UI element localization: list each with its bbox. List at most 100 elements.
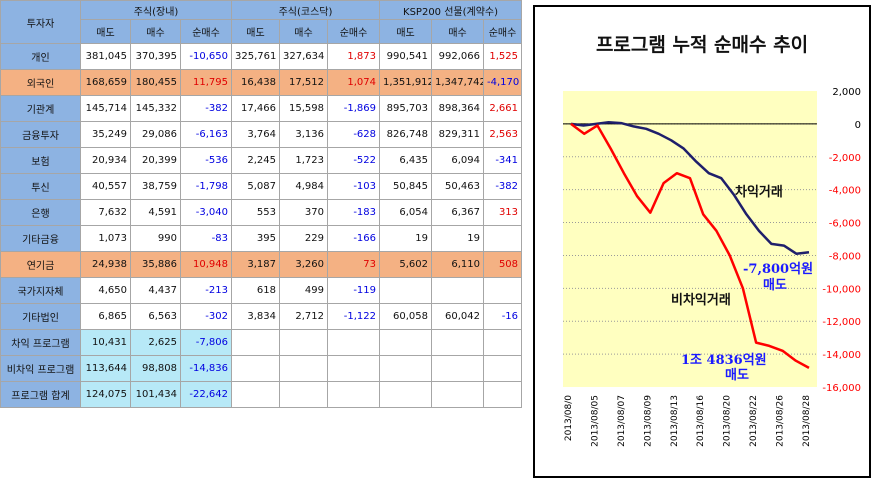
table-cell <box>279 355 328 382</box>
investor-column-header: 투자자 <box>0 0 81 44</box>
y-tick-label: -16,000 <box>822 383 861 394</box>
subheader-cell: 순매수 <box>180 19 232 44</box>
table-cell: -302 <box>180 303 232 330</box>
table-cell <box>379 355 433 382</box>
table-cell: 20,934 <box>80 147 131 174</box>
row-label: 연기금 <box>0 251 81 278</box>
table-cell: -10,650 <box>180 43 232 70</box>
row-label: 프로그램 합계 <box>0 381 81 408</box>
table-cell: 60,058 <box>379 303 433 330</box>
table-cell: 3,834 <box>231 303 280 330</box>
table-cell: -382 <box>180 95 232 122</box>
table-cell <box>431 277 485 304</box>
table-row: 개인 381,045 370,395 -10,650 325,761 327,634 1,8… <box>0 43 523 70</box>
table-cell <box>379 277 433 304</box>
annotation-arbitrage-sell: 매도 <box>763 278 787 293</box>
y-tick-label: 0 <box>855 120 861 131</box>
table-cell: 50,463 <box>431 173 485 200</box>
table-cell: 19 <box>431 225 485 252</box>
investor-table-panel: 투자자 주식(장내) 주식(코스닥) KSP200 선물(계약수) 매도 매수 순매… <box>0 0 523 408</box>
table-cell <box>483 277 523 304</box>
series-line-0 <box>570 120 810 256</box>
table-cell: 6,367 <box>431 199 485 226</box>
subheader-cell: 매수 <box>279 19 328 44</box>
table-cell: -1,869 <box>326 95 381 122</box>
table-cell: -4,170 <box>483 69 523 96</box>
table-cell: 15,598 <box>279 95 328 122</box>
table-cell <box>231 355 280 382</box>
subheader-cell: 순매수 <box>483 19 523 44</box>
table-cell <box>431 329 485 356</box>
table-row: 국가지자체 4,650 4,437 -213 618 499 -119 <box>0 277 523 304</box>
subheader-cell: 매도 <box>80 19 131 44</box>
table-cell: 6,563 <box>130 303 181 330</box>
table-cell: 50,845 <box>379 173 433 200</box>
table-cell: 7,632 <box>80 199 131 226</box>
table-cell: 40,557 <box>80 173 131 200</box>
chart-panel: 프로그램 누적 순매수 추이 2,000 0 -2,000 -4,000 -6,000 -… <box>533 5 871 478</box>
table-cell: 19 <box>379 225 433 252</box>
table-cell <box>483 225 523 252</box>
investor-trading-table: 투자자 주식(장내) 주식(코스닥) KSP200 선물(계약수) 매도 매수 순매… <box>0 0 523 408</box>
row-label: 기관계 <box>0 95 81 122</box>
table-cell: 17,512 <box>279 69 328 96</box>
table-cell: 5,087 <box>231 173 280 200</box>
table-cell: 29,086 <box>130 121 181 148</box>
table-cell <box>379 381 433 408</box>
y-tick-label: -6,000 <box>829 219 861 230</box>
series-label-nonarbitrage: 비차익거래 <box>671 292 731 308</box>
table-cell: 180,455 <box>130 69 181 96</box>
table-cell: 4,984 <box>279 173 328 200</box>
table-cell: 35,249 <box>80 121 131 148</box>
table-cell: 2,661 <box>483 95 523 122</box>
table-cell: 2,563 <box>483 121 523 148</box>
table-cell: 2,712 <box>279 303 328 330</box>
row-label: 외국인 <box>0 69 81 96</box>
table-cell: 1,074 <box>326 69 381 96</box>
table-cell: 826,748 <box>379 121 433 148</box>
table-cell: -522 <box>326 147 381 174</box>
table-cell: -22,642 <box>180 381 232 408</box>
table-cell: 168,659 <box>80 69 131 96</box>
x-tick-label: 2013/08/05 <box>590 395 600 447</box>
table-cell: 3,187 <box>231 251 280 278</box>
subheader-cell: 매수 <box>130 19 181 44</box>
table-cell: 508 <box>483 251 523 278</box>
table-cell: 6,054 <box>379 199 433 226</box>
table-row: 기타법인 6,865 6,563 -302 3,834 2,712 -1,122 60,058… <box>0 303 523 330</box>
row-label: 국가지자체 <box>0 277 81 304</box>
table-cell: -382 <box>483 173 523 200</box>
table-cell: 6,435 <box>379 147 433 174</box>
table-cell <box>379 329 433 356</box>
table-cell: 6,110 <box>431 251 485 278</box>
y-tick-label: -4,000 <box>829 186 861 197</box>
row-label: 비차익 프로그램 <box>0 355 81 382</box>
table-cell: 101,434 <box>130 381 181 408</box>
table-cell: 16,438 <box>231 69 280 96</box>
table-cell: 395 <box>231 225 280 252</box>
table-row: 금융투자 35,249 29,086 -6,163 3,764 3,136 -628 826,… <box>0 121 523 148</box>
y-tick-label: -10,000 <box>822 284 861 295</box>
table-cell: 11,795 <box>180 69 232 96</box>
row-label: 은행 <box>0 199 81 226</box>
row-label: 보험 <box>0 147 81 174</box>
table-cell: 1,351,912 <box>379 69 433 96</box>
table-cell: 3,764 <box>231 121 280 148</box>
table-cell: 553 <box>231 199 280 226</box>
table-cell: 325,761 <box>231 43 280 70</box>
x-tick-label: 2013/08/13 <box>670 395 680 447</box>
table-cell: 370 <box>279 199 328 226</box>
table-cell: 113,644 <box>80 355 131 382</box>
table-cell: 229 <box>279 225 328 252</box>
table-cell: 10,948 <box>180 251 232 278</box>
row-label: 금융투자 <box>0 121 81 148</box>
subheader-cell: 순매수 <box>326 19 381 44</box>
table-cell: 73 <box>326 251 381 278</box>
group-header-kospi: 주식(장내) <box>80 0 232 20</box>
table-cell: 17,466 <box>231 95 280 122</box>
table-cell: -3,040 <box>180 199 232 226</box>
series-label-arbitrage: 차익거래 <box>735 184 783 200</box>
x-tick-label: 2013/08/07 <box>617 395 627 447</box>
row-label: 투신 <box>0 173 81 200</box>
table-cell <box>483 381 523 408</box>
